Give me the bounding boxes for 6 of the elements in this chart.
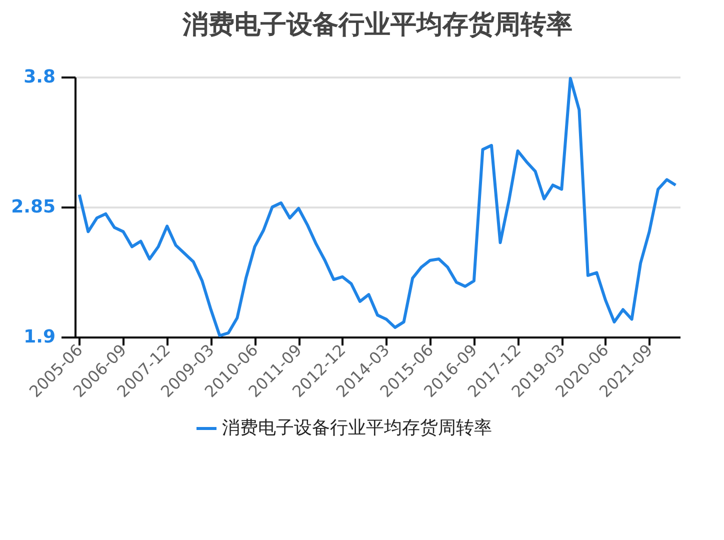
y-tick-label: 3.8	[24, 66, 56, 88]
chart-title: 消费电子设备行业平均存货周转率	[182, 10, 572, 40]
y-tick-label: 2.85	[11, 196, 56, 218]
line-series	[78, 76, 678, 338]
y-tick-label: 1.9	[24, 326, 56, 348]
legend-label: 消费电子设备行业平均存货周转率	[222, 418, 492, 438]
